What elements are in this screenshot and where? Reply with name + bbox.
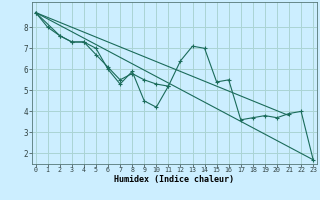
X-axis label: Humidex (Indice chaleur): Humidex (Indice chaleur) xyxy=(115,175,234,184)
